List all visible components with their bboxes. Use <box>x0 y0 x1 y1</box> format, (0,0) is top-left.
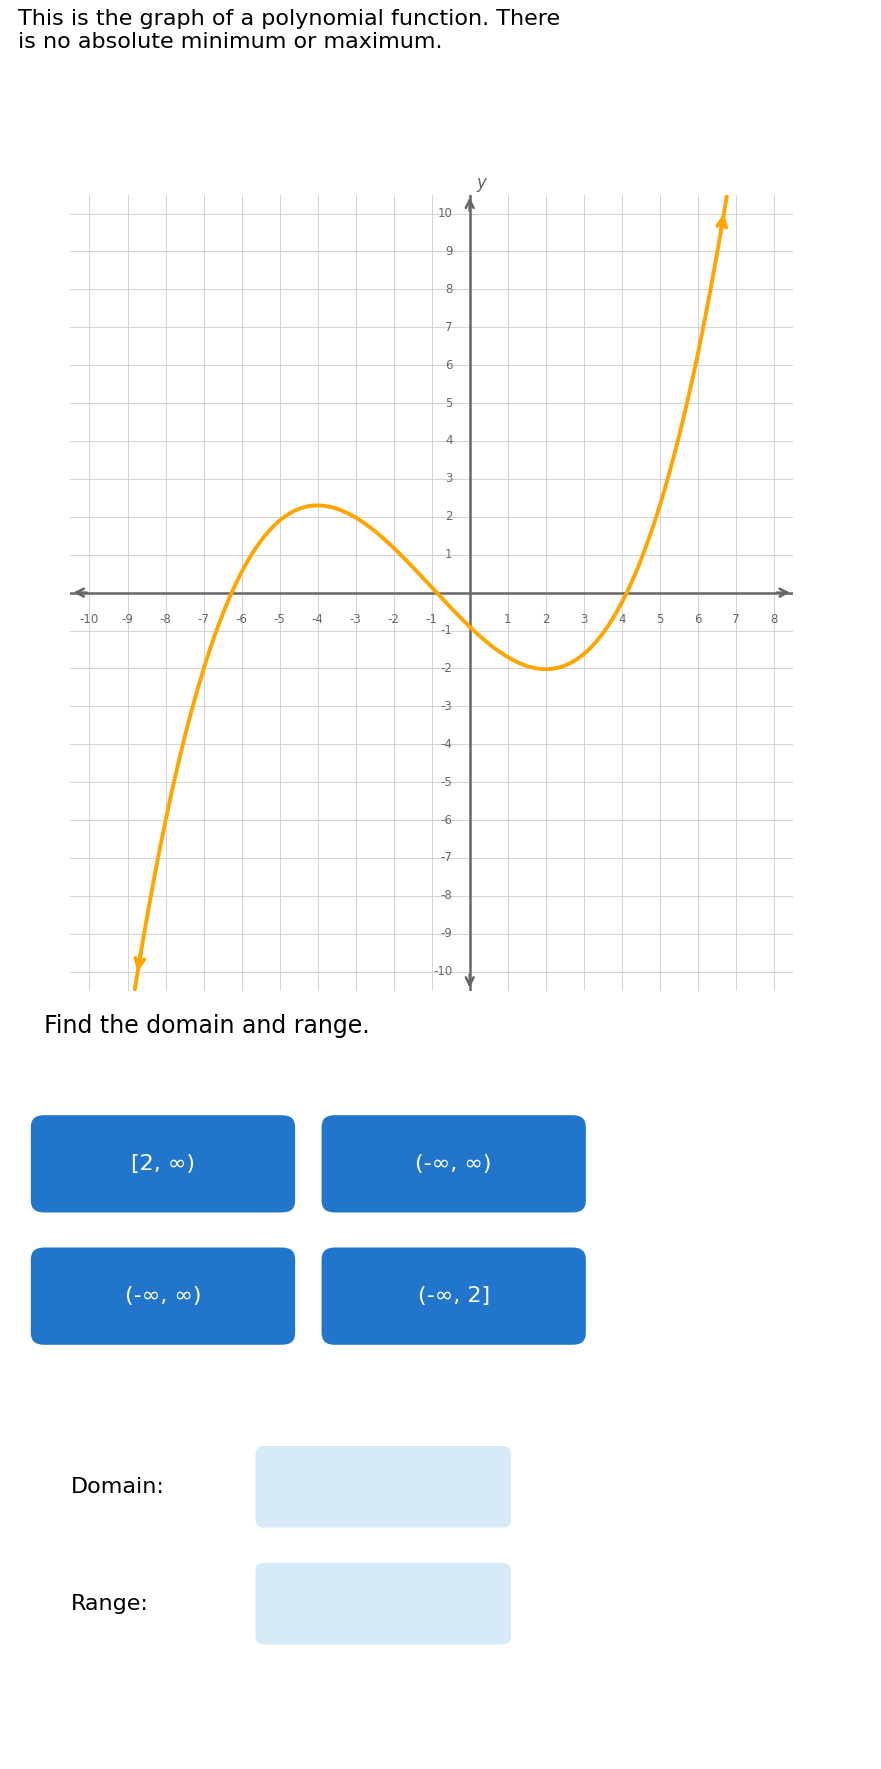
Text: -5: -5 <box>274 614 285 626</box>
Text: 1: 1 <box>504 614 512 626</box>
Text: (-∞, 2]: (-∞, 2] <box>418 1286 490 1306</box>
Text: -6: -6 <box>235 614 248 626</box>
Text: -9: -9 <box>440 927 453 941</box>
FancyBboxPatch shape <box>255 1562 511 1645</box>
Text: -1: -1 <box>426 614 438 626</box>
Text: 9: 9 <box>445 244 453 258</box>
Text: -1: -1 <box>440 624 453 637</box>
Text: -3: -3 <box>350 614 361 626</box>
Text: 4: 4 <box>445 435 453 448</box>
Text: 5: 5 <box>445 396 453 410</box>
Text: -5: -5 <box>440 775 453 789</box>
FancyBboxPatch shape <box>31 1247 295 1344</box>
Text: -4: -4 <box>312 614 323 626</box>
Text: This is the graph of a polynomial function. There
is no absolute minimum or maxi: This is the graph of a polynomial functi… <box>18 9 559 51</box>
Text: 3: 3 <box>445 472 453 485</box>
FancyBboxPatch shape <box>322 1247 586 1344</box>
Text: -3: -3 <box>440 701 453 713</box>
Text: -2: -2 <box>388 614 400 626</box>
Text: 6: 6 <box>694 614 701 626</box>
FancyBboxPatch shape <box>255 1445 511 1528</box>
Text: -6: -6 <box>440 814 453 826</box>
FancyBboxPatch shape <box>322 1114 586 1212</box>
Text: -4: -4 <box>440 738 453 750</box>
Text: (-∞, ∞): (-∞, ∞) <box>125 1286 201 1306</box>
Text: 2: 2 <box>542 614 550 626</box>
Text: 5: 5 <box>656 614 663 626</box>
Text: Range:: Range: <box>70 1594 148 1613</box>
Text: 8: 8 <box>770 614 778 626</box>
Text: Find the domain and range.: Find the domain and range. <box>44 1014 370 1038</box>
Text: -9: -9 <box>122 614 133 626</box>
Text: 3: 3 <box>580 614 588 626</box>
Text: 8: 8 <box>445 283 453 295</box>
Text: 7: 7 <box>732 614 740 626</box>
Text: 2: 2 <box>445 509 453 524</box>
Text: 7: 7 <box>445 320 453 334</box>
Text: -7: -7 <box>440 851 453 865</box>
Text: -10: -10 <box>433 966 453 978</box>
Text: 4: 4 <box>618 614 626 626</box>
Text: -2: -2 <box>440 662 453 676</box>
Text: [2, ∞): [2, ∞) <box>131 1153 195 1175</box>
Text: -8: -8 <box>159 614 172 626</box>
Text: -10: -10 <box>80 614 100 626</box>
Text: y: y <box>477 173 486 193</box>
Text: Domain:: Domain: <box>70 1477 165 1497</box>
Text: 1: 1 <box>445 548 453 561</box>
Text: (-∞, ∞): (-∞, ∞) <box>416 1153 492 1175</box>
Text: 6: 6 <box>445 359 453 371</box>
FancyBboxPatch shape <box>31 1114 295 1212</box>
Text: 10: 10 <box>438 207 453 219</box>
Text: -7: -7 <box>197 614 210 626</box>
Text: -8: -8 <box>440 890 453 902</box>
